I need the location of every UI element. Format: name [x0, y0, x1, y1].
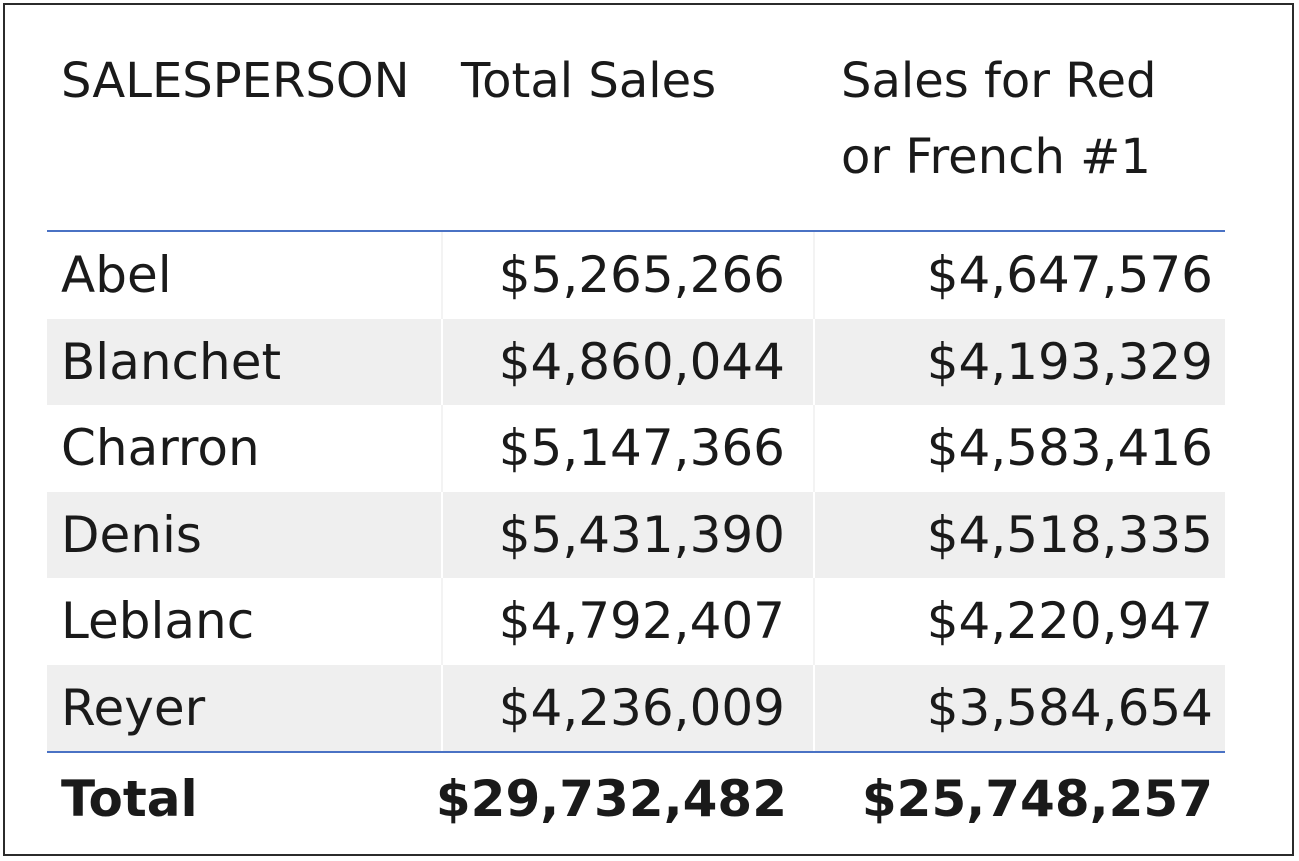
- total-sales-cell: $5,431,390: [443, 491, 815, 578]
- sales-red-french-cell: $4,220,947: [926, 592, 1213, 651]
- sales-red-french-cell: $3,584,654: [926, 678, 1213, 737]
- total-sales-cell: $5,265,266: [443, 232, 815, 319]
- matrix-table: SALESPERSON Total Sales Sales for Red or…: [47, 35, 1225, 845]
- table-row: Denis $5,431,390 $4,518,335: [47, 491, 1225, 578]
- salesperson-cell: Abel: [47, 232, 443, 319]
- column-header-sales-red-french[interactable]: Sales for Red or French #1: [841, 53, 1157, 185]
- salesperson-cell: Blanchet: [47, 318, 443, 405]
- table-row: Leblanc $4,792,407 $4,220,947: [47, 578, 1225, 665]
- salesperson-cell: Reyer: [47, 664, 443, 751]
- sales-red-french-cell: $4,193,329: [926, 332, 1213, 391]
- total-sales-cell: $4,860,044: [443, 318, 815, 405]
- table-total-row: Total $29,732,482 $25,748,257: [47, 751, 1225, 845]
- salesperson-cell: Denis: [47, 491, 443, 578]
- salesperson-cell: Charron: [47, 405, 443, 492]
- table-visual: SALESPERSON Total Sales Sales for Red or…: [3, 3, 1294, 856]
- sales-red-french-cell: $4,647,576: [926, 246, 1213, 305]
- sales-red-french-sum: $25,748,257: [861, 770, 1213, 828]
- total-label: Total: [61, 770, 198, 828]
- table-row: Reyer $4,236,009 $3,584,654: [47, 664, 1225, 751]
- table-row: Blanchet $4,860,044 $4,193,329: [47, 318, 1225, 405]
- total-sales-cell: $5,147,366: [443, 405, 815, 492]
- salesperson-cell: Leblanc: [47, 578, 443, 665]
- table-header-row: SALESPERSON Total Sales Sales for Red or…: [47, 35, 1225, 232]
- total-sales-cell: $4,236,009: [443, 664, 815, 751]
- table-row: Abel $5,265,266 $4,647,576: [47, 232, 1225, 319]
- sales-red-french-cell: $4,518,335: [926, 505, 1213, 564]
- column-header-total-sales[interactable]: Total Sales: [461, 53, 717, 109]
- total-sales-cell: $4,792,407: [443, 578, 815, 665]
- table-row: Charron $5,147,366 $4,583,416: [47, 405, 1225, 492]
- column-header-salesperson[interactable]: SALESPERSON: [61, 53, 410, 109]
- sales-red-french-cell: $4,583,416: [926, 419, 1213, 478]
- total-sales-sum: $29,732,482: [435, 770, 787, 828]
